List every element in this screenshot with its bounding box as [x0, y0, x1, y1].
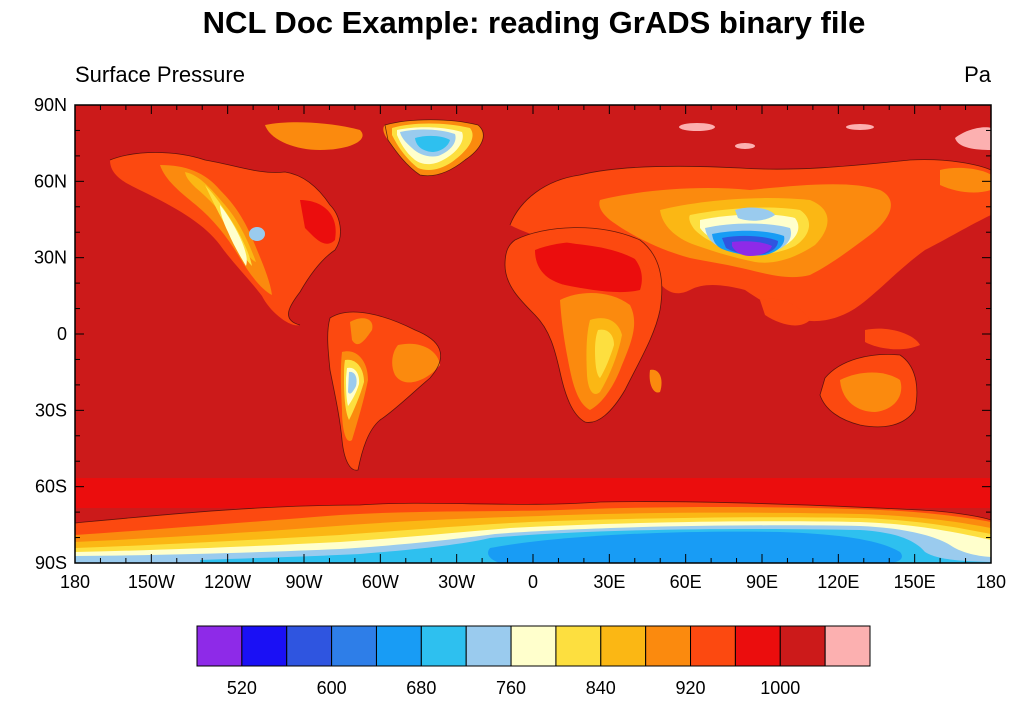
greenland	[383, 119, 484, 176]
y-tick-label: 30N	[34, 248, 67, 268]
x-tick-label: 150W	[128, 572, 175, 592]
colorbar	[196, 625, 871, 667]
x-tick-label: 30W	[438, 572, 475, 592]
colorbar-swatch	[824, 625, 871, 667]
x-tick-label: 180	[976, 572, 1006, 592]
y-axis-labels: 90N 60N 30N 0 30S 60S 90S	[34, 95, 67, 573]
colorbar-swatch	[510, 625, 557, 667]
x-tick-label: 150E	[894, 572, 936, 592]
left-subtitle: Surface Pressure	[75, 62, 245, 87]
colorbar-labels: 520 600 680 760 840 920 1000	[227, 678, 800, 698]
colorbar-swatch	[241, 625, 288, 667]
southern-band	[75, 478, 991, 508]
coastlines	[75, 119, 991, 524]
colorbar-swatch	[375, 625, 422, 667]
x-tick-label: 60W	[362, 572, 399, 592]
high-pressure-patches	[679, 123, 991, 150]
map-title: NCL Doc Example: reading GrADS binary fi…	[203, 5, 866, 40]
africa	[505, 227, 662, 423]
x-tick-label: 120W	[204, 572, 251, 592]
y-tick-label: 90N	[34, 95, 67, 115]
colorbar-swatch	[734, 625, 781, 667]
colorbar-swatch	[286, 625, 333, 667]
colorbar-swatch	[779, 625, 826, 667]
x-tick-label: 90E	[746, 572, 778, 592]
plot-area	[75, 105, 991, 563]
colorbar-swatch	[555, 625, 602, 667]
right-subtitle: Pa	[964, 62, 992, 87]
x-tick-label: 60E	[670, 572, 702, 592]
x-tick-label: 90W	[285, 572, 322, 592]
colorbar-label: 600	[317, 678, 347, 698]
x-axis-labels: 180 150W 120W 90W 60W 30W 0 30E 60E 90E 120E 150E 18…	[60, 572, 1006, 592]
y-tick-label: 60N	[34, 171, 67, 191]
australia	[760, 298, 920, 427]
y-tick-label: 30S	[35, 400, 67, 420]
colorbar-swatch	[645, 625, 692, 667]
colorbar-swatch	[690, 625, 736, 667]
colorbar-label: 760	[496, 678, 526, 698]
colorbar-swatch	[465, 625, 512, 667]
eurasia	[510, 159, 991, 322]
x-tick-label: 180	[60, 572, 90, 592]
colorbar-label: 840	[586, 678, 616, 698]
north-america	[110, 122, 363, 326]
colorbar-label: 680	[406, 678, 436, 698]
y-tick-label: 60S	[35, 477, 67, 497]
y-tick-label: 0	[57, 324, 67, 344]
x-tick-label: 120E	[817, 572, 859, 592]
colorbar-label: 1000	[760, 678, 800, 698]
colorbar-swatch	[420, 625, 467, 667]
x-tick-label: 0	[528, 572, 538, 592]
colorbar-swatch	[331, 625, 377, 667]
south-america	[327, 311, 441, 471]
axis-ticks	[74, 104, 992, 564]
antarctica	[75, 501, 991, 563]
y-tick-label: 90S	[35, 553, 67, 573]
colorbar-label: 920	[676, 678, 706, 698]
colorbar-swatch	[196, 625, 243, 667]
x-tick-label: 30E	[593, 572, 625, 592]
colorbar-swatch	[600, 625, 647, 667]
colorbar-label: 520	[227, 678, 257, 698]
